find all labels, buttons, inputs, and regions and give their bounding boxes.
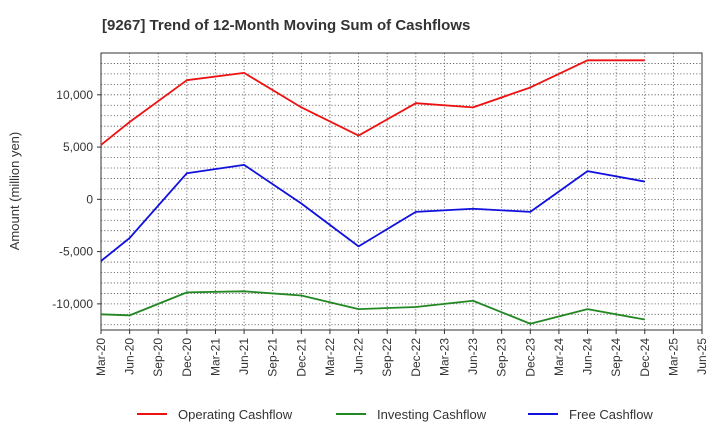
x-tick-label: Jun-23: [466, 338, 480, 375]
x-tick-label: Mar-25: [666, 338, 680, 376]
x-tick-label: Sep-20: [151, 338, 165, 377]
y-tick-label: -10,000: [52, 297, 93, 311]
plot-area: -10,000 -5,000 0 5,000 10,000 Mar-20 Jun-20 Sep…: [52, 52, 709, 377]
x-tick-label: Dec-23: [523, 338, 537, 377]
x-tick-label: Mar-24: [552, 338, 566, 376]
x-tick-label: Dec-22: [409, 338, 423, 377]
x-tick-label: Jun-22: [352, 338, 366, 375]
chart-title: [9267] Trend of 12-Month Moving Sum of C…: [102, 17, 470, 34]
x-tick-label: Sep-21: [266, 338, 280, 377]
x-tick-label: Mar-23: [437, 338, 451, 376]
x-tick-label: Sep-24: [609, 338, 623, 377]
x-tick-label: Jun-24: [581, 338, 595, 375]
y-tick-label: 10,000: [56, 88, 93, 102]
x-tick-label: Mar-21: [208, 338, 222, 376]
x-tick-label: Jun-21: [237, 338, 251, 375]
x-tick-label: Dec-24: [638, 338, 652, 377]
y-tick-label: 5,000: [63, 140, 93, 154]
x-tick-label: Jun-20: [123, 338, 137, 375]
x-tick-label: Mar-22: [323, 338, 337, 376]
x-tick-label: Mar-20: [94, 338, 108, 376]
legend-label: Operating Cashflow: [178, 407, 293, 422]
x-tick-label: Sep-22: [380, 338, 394, 377]
x-tick-label: Dec-21: [294, 338, 308, 377]
x-tick-label: Jun-25: [695, 338, 709, 375]
y-tick-label: -5,000: [59, 245, 93, 259]
series-line-investing-cashflow: [100, 290, 645, 325]
y-axis-label: Amount (million yen): [7, 132, 22, 251]
legend: Operating Cashflow Investing Cashflow Free…: [137, 407, 653, 422]
legend-label: Free Cashflow: [569, 407, 653, 422]
plot-frame: [100, 52, 703, 331]
y-tick-label: 0: [86, 192, 93, 206]
series-line-operating-cashflow: [100, 59, 645, 146]
plot-background: [101, 53, 702, 330]
x-tick-label: Dec-20: [180, 338, 194, 377]
series-line-free-cashflow: [100, 163, 645, 262]
x-tick-label: Sep-23: [495, 338, 509, 377]
legend-label: Investing Cashflow: [377, 407, 487, 422]
